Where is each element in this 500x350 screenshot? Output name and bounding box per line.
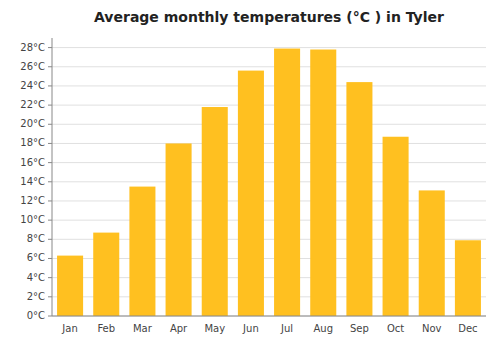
grid-line bbox=[52, 47, 486, 48]
y-tick-label: 0°C bbox=[27, 310, 45, 321]
x-tick-label: Jan bbox=[61, 323, 77, 334]
y-tick-label: 26°C bbox=[20, 61, 45, 72]
y-tick-label: 18°C bbox=[20, 137, 45, 148]
bar bbox=[346, 82, 372, 316]
bar bbox=[274, 49, 300, 316]
bar bbox=[202, 107, 228, 316]
y-tick-mark bbox=[48, 143, 52, 144]
x-axis-line bbox=[52, 316, 486, 317]
x-tick-label: Nov bbox=[422, 323, 442, 334]
y-tick-label: 14°C bbox=[20, 176, 45, 187]
bar bbox=[455, 240, 481, 316]
x-tick-label: Apr bbox=[170, 323, 188, 334]
y-tick-mark bbox=[48, 66, 52, 67]
grid-line bbox=[52, 85, 486, 86]
y-tick-mark bbox=[48, 105, 52, 106]
y-tick-mark bbox=[48, 296, 52, 297]
y-axis-line bbox=[52, 38, 53, 316]
y-tick-label: 2°C bbox=[27, 291, 45, 302]
y-tick-label: 4°C bbox=[27, 272, 45, 283]
x-tick-label: Mar bbox=[133, 323, 153, 334]
y-tick-mark bbox=[48, 316, 52, 317]
y-tick-label: 20°C bbox=[20, 118, 45, 129]
y-tick-mark bbox=[48, 162, 52, 163]
grid-line bbox=[52, 143, 486, 144]
y-tick-label: 12°C bbox=[20, 195, 45, 206]
bar bbox=[166, 143, 192, 316]
y-tick-mark bbox=[48, 200, 52, 201]
bar bbox=[238, 71, 264, 316]
y-tick-label: 8°C bbox=[27, 233, 45, 244]
y-tick-label: 6°C bbox=[27, 252, 45, 263]
y-tick-mark bbox=[48, 277, 52, 278]
bar bbox=[129, 187, 155, 316]
y-tick-mark bbox=[48, 85, 52, 86]
x-tick-label: Jun bbox=[242, 323, 259, 334]
grid-line bbox=[52, 316, 486, 317]
grid-line bbox=[52, 66, 486, 67]
y-tick-mark bbox=[48, 239, 52, 240]
bar bbox=[57, 256, 83, 316]
y-tick-label: 16°C bbox=[20, 157, 45, 168]
bars bbox=[57, 49, 481, 316]
y-tick-label: 24°C bbox=[20, 80, 45, 91]
grid-line bbox=[52, 105, 486, 106]
chart-container: Average monthly temperatures (°C ) in Ty… bbox=[0, 0, 500, 350]
chart-svg: Average monthly temperatures (°C ) in Ty… bbox=[0, 0, 500, 350]
chart-title: Average monthly temperatures (°C ) in Ty… bbox=[94, 9, 444, 25]
y-tick-mark bbox=[48, 220, 52, 221]
x-tick-label: Feb bbox=[97, 323, 115, 334]
y-tick-label: 28°C bbox=[20, 42, 45, 53]
bar bbox=[310, 50, 336, 316]
y-tick-mark bbox=[48, 181, 52, 182]
y-grid bbox=[52, 48, 486, 316]
y-tick-label: 22°C bbox=[20, 99, 45, 110]
bar bbox=[419, 190, 445, 316]
x-tick-label: Aug bbox=[313, 323, 333, 334]
x-tick-label: Oct bbox=[387, 323, 404, 334]
x-ticks: Jan Feb Mar Apr May Jun Jul Aug Sep Oct Nov Dec bbox=[61, 323, 477, 334]
x-tick-label: Jul bbox=[280, 323, 293, 334]
grid-line bbox=[52, 124, 486, 125]
y-tick-mark bbox=[48, 124, 52, 125]
grid-line bbox=[52, 162, 486, 163]
y-tick-mark bbox=[48, 258, 52, 259]
x-tick-label: Sep bbox=[350, 323, 369, 334]
y-tick-mark bbox=[48, 47, 52, 48]
bar bbox=[93, 233, 119, 316]
y-tick-label: 10°C bbox=[20, 214, 45, 225]
x-tick-label: May bbox=[204, 323, 225, 334]
x-tick-label: Dec bbox=[458, 323, 477, 334]
y-ticks: 0°C 2°C 4°C 6°C 8°C 10°C 12°C 14°C 16°C 18°C 20°C 2… bbox=[20, 42, 52, 321]
bar bbox=[383, 137, 409, 316]
grid-line bbox=[52, 181, 486, 182]
